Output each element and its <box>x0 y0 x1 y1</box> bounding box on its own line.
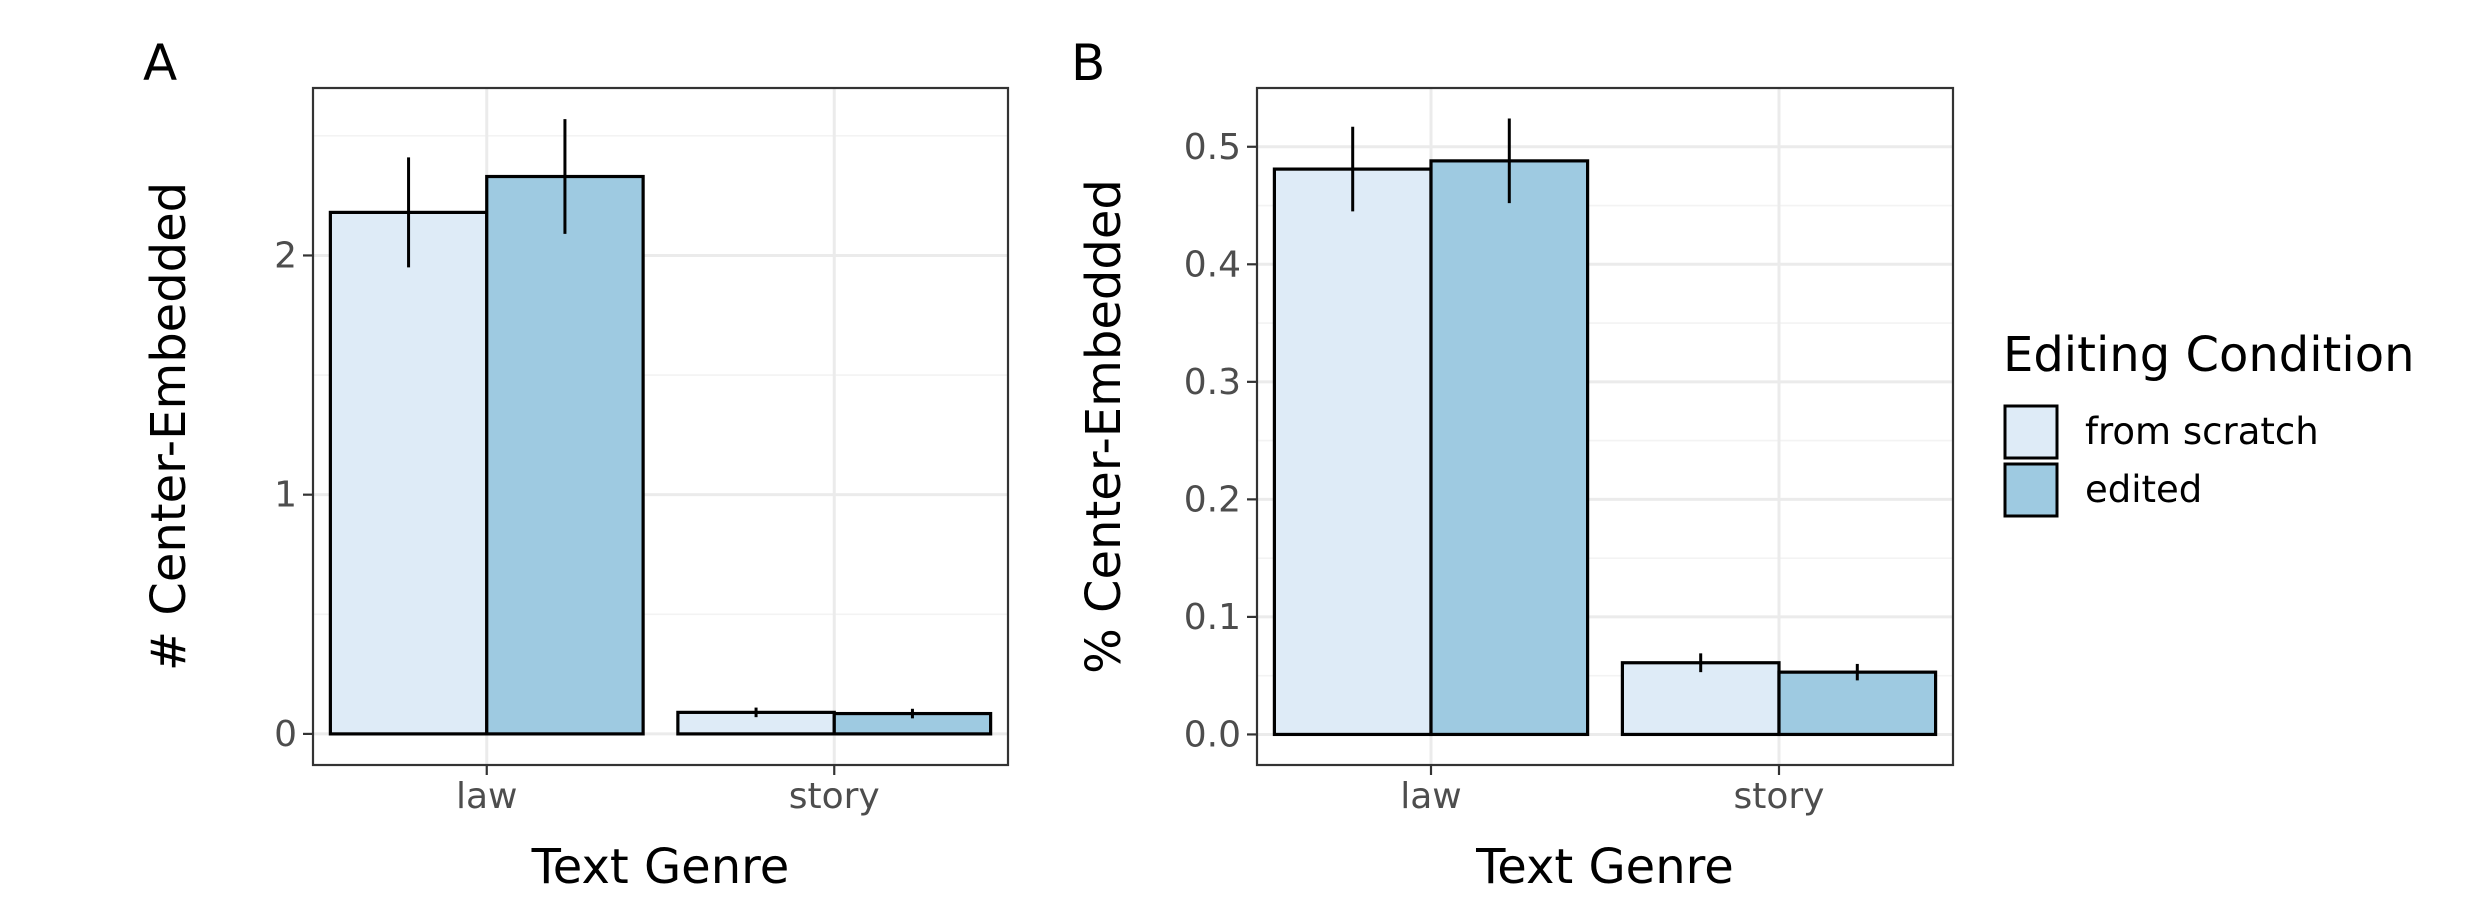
y-tick-label: 2 <box>274 235 297 276</box>
panel-border <box>1255 86 1955 767</box>
legend-title: Editing Condition <box>2003 327 2415 383</box>
panel-a-tag: A <box>143 34 177 92</box>
x-tick-label-law: law <box>456 776 518 817</box>
y-tick-label: 0.5 <box>1184 127 1241 168</box>
y-tick-label: 0.2 <box>1184 479 1241 520</box>
legend-swatch-edited <box>2003 462 2059 518</box>
legend-label-from-scratch: from scratch <box>2085 410 2319 453</box>
y-tick-label: 0.0 <box>1184 714 1241 755</box>
panel-border <box>311 86 1010 767</box>
y-axis-title: % Center-Embedded <box>1076 179 1132 674</box>
x-tick-label-story: story <box>789 776 880 817</box>
bar-story-edited <box>1777 670 1938 737</box>
panel-b-tag: B <box>1071 34 1105 92</box>
legend-label-edited: edited <box>2085 468 2202 511</box>
y-axis-title: # Center-Embedded <box>141 182 197 671</box>
panel-a-chart: 0 1 2 law story Text Genre # Center-Embedded <box>141 86 1010 895</box>
bar-law-from-scratch <box>1272 167 1433 737</box>
y-tick-label: 0.1 <box>1184 597 1241 638</box>
bar-law-from-scratch <box>328 210 489 736</box>
legend: Editing Condition from scratch edited <box>2003 327 2415 518</box>
bar-law-edited <box>1429 159 1590 737</box>
x-tick-label-story: story <box>1733 776 1824 817</box>
y-tick-label: 0 <box>274 714 297 755</box>
y-tick-label: 0.4 <box>1184 244 1241 285</box>
y-tick-label: 0.3 <box>1184 362 1241 403</box>
panel-b-chart: 0.0 0.1 0.2 0.3 0.4 0.5 law story Text Genre % Ce… <box>1076 86 1955 895</box>
x-axis-title: Text Genre <box>1475 839 1734 895</box>
x-axis-title: Text Genre <box>531 839 790 895</box>
bar-law-edited <box>485 174 645 736</box>
x-tick-label-law: law <box>1400 776 1462 817</box>
bar-story-from-scratch <box>1620 661 1781 737</box>
legend-swatch-from-scratch <box>2003 404 2059 460</box>
y-tick-label: 1 <box>274 475 297 516</box>
